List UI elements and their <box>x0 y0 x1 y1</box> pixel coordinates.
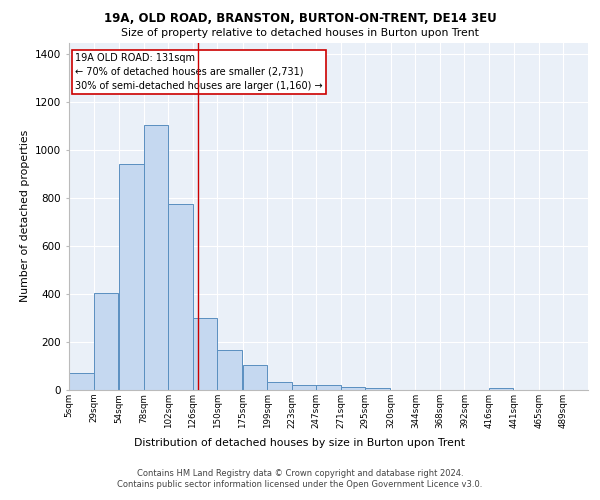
Bar <box>217 350 242 390</box>
Text: 19A, OLD ROAD, BRANSTON, BURTON-ON-TRENT, DE14 3EU: 19A, OLD ROAD, BRANSTON, BURTON-ON-TRENT… <box>104 12 496 26</box>
Text: Contains HM Land Registry data © Crown copyright and database right 2024.: Contains HM Land Registry data © Crown c… <box>137 468 463 477</box>
Bar <box>168 204 193 390</box>
Text: Distribution of detached houses by size in Burton upon Trent: Distribution of detached houses by size … <box>134 438 466 448</box>
Bar <box>341 387 365 390</box>
Bar <box>292 385 316 390</box>
Bar <box>94 293 118 390</box>
Bar <box>489 388 514 390</box>
Bar <box>365 388 390 390</box>
Text: Contains public sector information licensed under the Open Government Licence v3: Contains public sector information licen… <box>118 480 482 489</box>
Text: 19A OLD ROAD: 131sqm
← 70% of detached houses are smaller (2,731)
30% of semi-de: 19A OLD ROAD: 131sqm ← 70% of detached h… <box>75 53 323 91</box>
Y-axis label: Number of detached properties: Number of detached properties <box>20 130 29 302</box>
Text: Size of property relative to detached houses in Burton upon Trent: Size of property relative to detached ho… <box>121 28 479 38</box>
Bar <box>143 125 168 390</box>
Bar <box>316 385 341 390</box>
Bar <box>242 365 267 390</box>
Bar <box>267 382 292 390</box>
Bar <box>69 373 94 390</box>
Bar <box>119 164 143 390</box>
Bar <box>193 318 217 390</box>
